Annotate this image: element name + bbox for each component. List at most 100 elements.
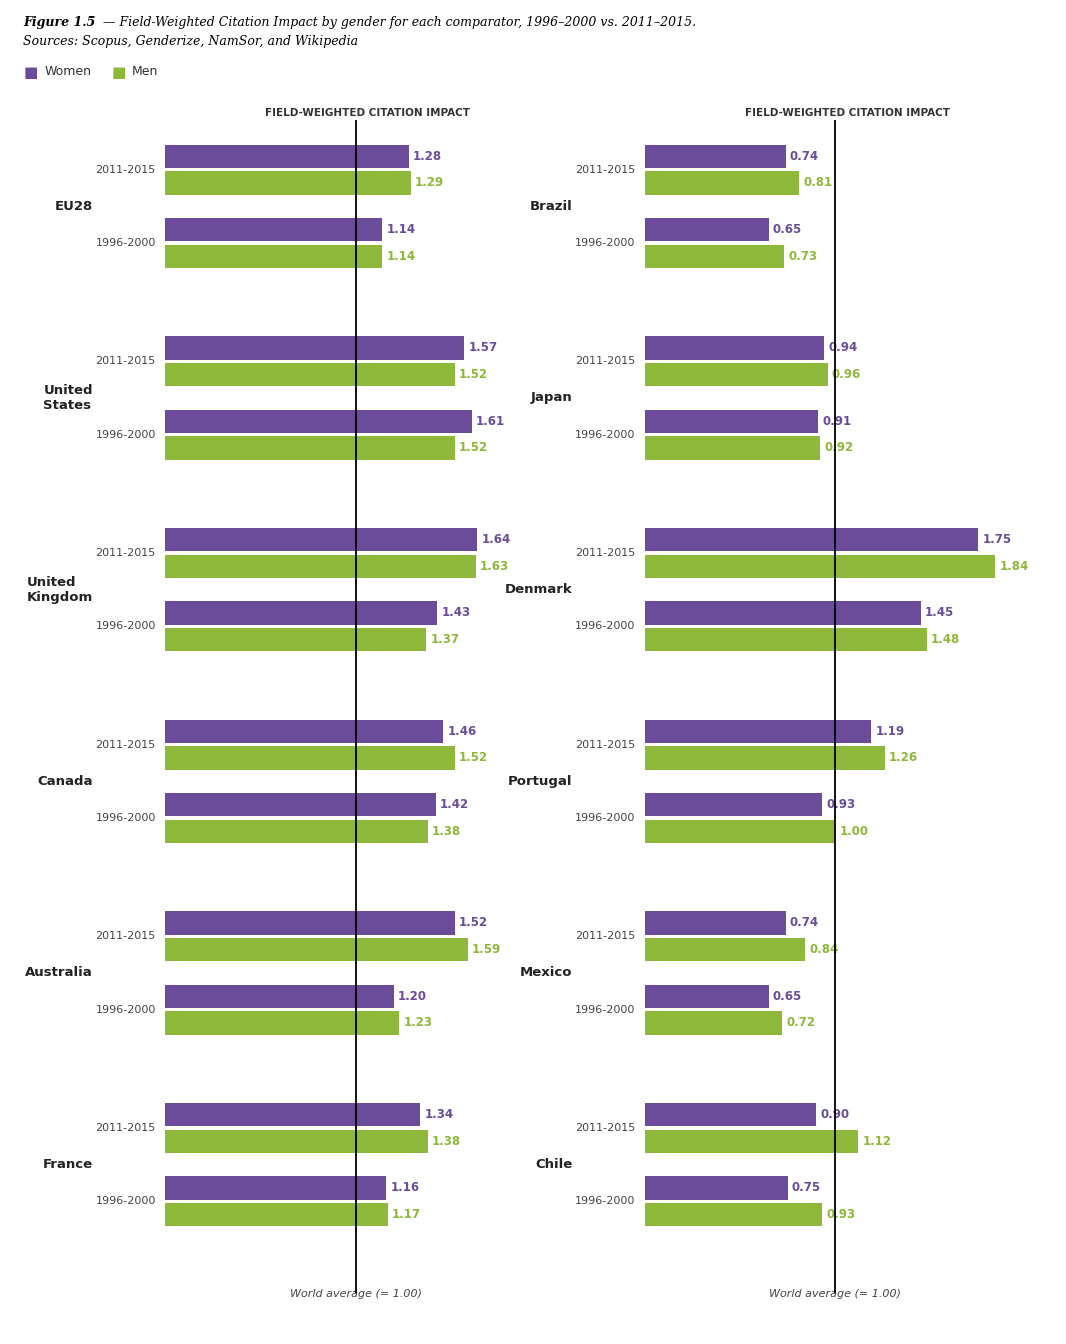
- Bar: [165, 601, 437, 625]
- Text: 0.91: 0.91: [822, 415, 852, 427]
- Bar: [165, 985, 393, 1008]
- Text: 1.84: 1.84: [1000, 559, 1029, 573]
- Bar: [165, 628, 426, 652]
- Bar: [165, 218, 383, 242]
- Text: 1.29: 1.29: [415, 176, 445, 190]
- Text: World average (= 1.00): World average (= 1.00): [290, 1289, 421, 1298]
- Text: 2011-2015: 2011-2015: [576, 739, 635, 750]
- Text: 0.65: 0.65: [773, 989, 802, 1003]
- Text: 0.65: 0.65: [773, 223, 802, 237]
- Text: ■: ■: [112, 65, 126, 79]
- Text: 1996-2000: 1996-2000: [95, 1004, 156, 1015]
- Bar: [165, 1129, 427, 1153]
- Bar: [165, 555, 475, 578]
- Text: Japan: Japan: [531, 391, 572, 405]
- Text: 1996-2000: 1996-2000: [95, 430, 156, 439]
- Text: 2011-2015: 2011-2015: [576, 1124, 635, 1133]
- Text: 0.75: 0.75: [792, 1181, 821, 1195]
- Bar: [165, 410, 471, 433]
- Text: 1996-2000: 1996-2000: [95, 238, 156, 247]
- Bar: [165, 145, 409, 168]
- Bar: [165, 820, 427, 843]
- Bar: [165, 528, 478, 551]
- Text: 1.23: 1.23: [404, 1016, 433, 1030]
- Text: 1.38: 1.38: [432, 1134, 462, 1148]
- Text: Mexico: Mexico: [520, 966, 572, 980]
- Text: 1.52: 1.52: [458, 441, 488, 454]
- Text: 0.93: 0.93: [826, 798, 855, 810]
- Bar: [645, 145, 786, 168]
- Text: Figure 1.5: Figure 1.5: [23, 16, 96, 30]
- Bar: [645, 1203, 822, 1226]
- Bar: [165, 437, 454, 460]
- Text: United
States: United States: [44, 384, 93, 413]
- Bar: [165, 171, 410, 195]
- Bar: [645, 1011, 782, 1035]
- Text: Men: Men: [132, 65, 159, 78]
- Bar: [165, 1011, 400, 1035]
- Text: 1996-2000: 1996-2000: [95, 1196, 156, 1207]
- Bar: [165, 911, 454, 934]
- Bar: [645, 555, 996, 578]
- Text: 1.28: 1.28: [413, 149, 442, 163]
- Bar: [645, 437, 820, 460]
- Bar: [645, 363, 827, 386]
- Text: 1996-2000: 1996-2000: [95, 621, 156, 632]
- Bar: [645, 985, 769, 1008]
- Text: France: France: [43, 1159, 93, 1171]
- Text: United
Kingdom: United Kingdom: [27, 575, 93, 603]
- Bar: [645, 1176, 788, 1200]
- Text: 1.14: 1.14: [386, 250, 416, 263]
- Text: Sources: Scopus, Genderize, NamSor, and Wikipedia: Sources: Scopus, Genderize, NamSor, and …: [23, 35, 358, 48]
- Bar: [645, 1129, 858, 1153]
- Text: 1996-2000: 1996-2000: [575, 1196, 635, 1207]
- Bar: [645, 528, 979, 551]
- Bar: [645, 1103, 817, 1126]
- Bar: [645, 793, 822, 816]
- Text: 0.93: 0.93: [826, 1208, 855, 1222]
- Bar: [165, 363, 454, 386]
- Bar: [645, 410, 819, 433]
- Text: 0.74: 0.74: [790, 917, 819, 930]
- Text: 1.48: 1.48: [931, 633, 960, 646]
- Text: Women: Women: [45, 65, 92, 78]
- Text: 0.92: 0.92: [824, 441, 854, 454]
- Text: 1.43: 1.43: [441, 606, 471, 620]
- Text: EU28: EU28: [54, 200, 93, 212]
- Text: Brazil: Brazil: [530, 200, 572, 212]
- Text: 1.00: 1.00: [840, 825, 869, 837]
- Text: 0.74: 0.74: [790, 149, 819, 163]
- Bar: [645, 938, 805, 961]
- Text: 1.45: 1.45: [925, 606, 954, 620]
- Bar: [165, 1203, 388, 1226]
- Text: 2011-2015: 2011-2015: [96, 1124, 156, 1133]
- Text: 2011-2015: 2011-2015: [576, 548, 635, 558]
- Text: 2011-2015: 2011-2015: [576, 931, 635, 941]
- Text: 1.12: 1.12: [862, 1134, 891, 1148]
- Text: — Field-Weighted Citation Impact by gender for each comparator, 1996–2000 vs. 20: — Field-Weighted Citation Impact by gend…: [99, 16, 696, 30]
- Text: 0.96: 0.96: [831, 368, 861, 382]
- Text: 1.16: 1.16: [390, 1181, 419, 1195]
- Text: 2011-2015: 2011-2015: [96, 164, 156, 175]
- Text: 1996-2000: 1996-2000: [575, 1004, 635, 1015]
- Text: Chile: Chile: [535, 1159, 572, 1171]
- Text: 2011-2015: 2011-2015: [96, 548, 156, 558]
- Text: Denmark: Denmark: [505, 583, 572, 597]
- Bar: [165, 793, 436, 816]
- Text: 1.19: 1.19: [875, 724, 905, 738]
- Bar: [165, 938, 468, 961]
- Bar: [645, 628, 926, 652]
- Text: Portugal: Portugal: [508, 774, 572, 788]
- Text: 0.73: 0.73: [788, 250, 817, 263]
- Text: World average (= 1.00): World average (= 1.00): [770, 1289, 901, 1298]
- Bar: [165, 746, 454, 770]
- Bar: [645, 911, 786, 934]
- Text: 1996-2000: 1996-2000: [575, 621, 635, 632]
- Bar: [165, 1103, 420, 1126]
- Text: 1996-2000: 1996-2000: [575, 813, 635, 823]
- Bar: [165, 245, 383, 267]
- Text: 1.63: 1.63: [480, 559, 508, 573]
- Bar: [645, 601, 921, 625]
- Text: 1.14: 1.14: [386, 223, 416, 237]
- Bar: [165, 336, 464, 360]
